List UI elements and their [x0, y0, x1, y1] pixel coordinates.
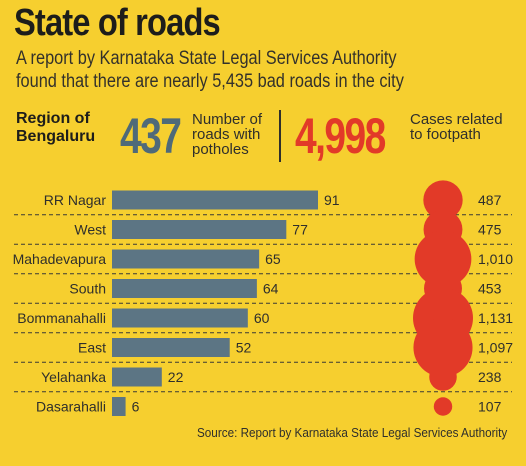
pothole-bar — [112, 279, 257, 298]
pothole-total: 437 — [120, 108, 182, 164]
bubble-value-label: 475 — [478, 222, 502, 238]
summary-divider — [279, 110, 281, 162]
footpath-total: 4,998 — [295, 108, 386, 164]
bar-value-label: 77 — [292, 222, 308, 238]
footpath-label-line-1: Cases related — [410, 111, 503, 128]
bubble-value-label: 1,010 — [478, 251, 513, 267]
pothole-label-line-1: Number of — [192, 111, 263, 128]
bubble-value-label: 487 — [478, 192, 502, 208]
bubble-value-label: 1,131 — [478, 310, 513, 326]
category-label: Dasarahalli — [36, 399, 106, 415]
bar-value-label: 65 — [265, 251, 281, 267]
pothole-bar — [112, 308, 248, 328]
bar-value-label: 6 — [132, 399, 140, 415]
footpath-bubble — [414, 230, 472, 288]
pothole-bar — [112, 190, 318, 210]
bar-value-label: 64 — [263, 281, 279, 297]
bar-value-label: 91 — [324, 192, 340, 208]
footpath-bubble — [423, 180, 463, 220]
pothole-bar — [112, 220, 287, 239]
footpath-bubble — [413, 317, 473, 378]
category-label: South — [69, 281, 106, 297]
source-note: Source: Report by Karnataka State Legal … — [197, 425, 508, 440]
footpath-bubble — [429, 363, 457, 391]
pothole-label-line-2: roads with — [192, 126, 261, 143]
category-label: RR Nagar — [44, 192, 107, 208]
category-label: Mahadevapura — [13, 251, 107, 267]
pothole-bar — [112, 249, 260, 269]
bubble-value-label: 107 — [478, 399, 502, 415]
category-label: West — [74, 222, 106, 238]
subtitle-line-2: found that there are nearly 5,435 bad ro… — [16, 71, 404, 92]
bar-value-label: 52 — [236, 340, 252, 356]
bar-value-label: 22 — [168, 369, 184, 385]
category-label: East — [78, 340, 106, 356]
region-label-line-1: Region of — [16, 110, 90, 127]
subtitle-line-1: A report by Karnataka State Legal Servic… — [16, 48, 397, 69]
pothole-bar — [112, 338, 230, 357]
chart-title: State of roads — [14, 2, 221, 44]
bar-value-label: 60 — [254, 310, 270, 326]
pothole-label-line-3: potholes — [192, 141, 249, 158]
footpath-bubble — [433, 397, 453, 416]
region-label: Region of Bengaluru — [16, 110, 95, 146]
region-label-line-2: Bengaluru — [16, 128, 96, 145]
bubble-value-label: 238 — [478, 369, 502, 385]
pothole-bar — [112, 367, 162, 387]
pothole-total-label: Number of roads with potholes — [192, 112, 262, 157]
footpath-label-line-2: to footpath — [410, 126, 481, 143]
bubble-value-label: 453 — [478, 281, 502, 297]
category-label: Bommanahalli — [17, 310, 106, 326]
category-label: Yelahanka — [41, 369, 106, 385]
pothole-bar — [112, 397, 126, 416]
bubble-value-label: 1,097 — [478, 340, 513, 356]
footpath-total-label: Cases related to footpath — [410, 112, 503, 142]
